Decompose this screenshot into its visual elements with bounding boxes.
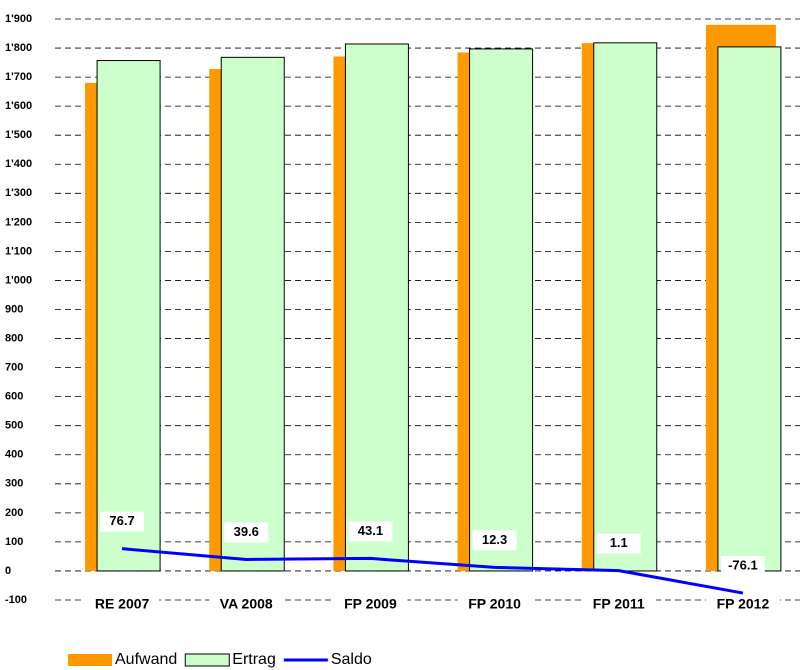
bar [469,48,534,572]
legend-label: Aufwand [115,651,177,668]
legend-swatch [184,653,230,667]
y-tick-label: 500 [5,420,23,432]
data-label: -76.1 [728,557,758,572]
data-label: 39.6 [234,524,259,539]
y-tick-label: 100 [5,536,23,548]
y-tick-label: 1'500 [5,129,32,141]
y-tick-label: 1'800 [5,42,32,54]
y-tick-label: 300 [5,478,23,490]
y-tick-label: 600 [5,391,23,403]
line-series [121,547,744,595]
y-tick-label: 1'100 [5,245,32,257]
x-tick-label: FP 2012 [717,596,770,612]
y-tick-label: 1'000 [5,274,32,286]
x-tick-label: FP 2009 [344,596,397,612]
bar [344,43,409,572]
y-tick-label: 400 [5,449,23,461]
y-tick-label: 1'200 [5,216,32,228]
bar [96,60,161,572]
x-tick-label: FP 2010 [468,596,521,612]
y-tick-label: 700 [5,362,23,374]
y-tick-label: 900 [5,303,23,315]
x-tick-label: FP 2011 [593,596,645,612]
data-label: 12.3 [482,532,507,547]
legend-label: Saldo [331,651,372,668]
x-label-bg [85,596,160,614]
y-tick-label: 1'900 [5,13,32,25]
y-tick-label: -100 [5,594,27,606]
bar [593,42,658,572]
x-label-bg [581,596,656,614]
x-tick-label: VA 2008 [220,596,273,612]
data-label: 1.1 [610,535,628,550]
data-label: 76.7 [109,513,134,528]
y-tick-label: 800 [5,332,23,344]
y-tick-label: 1'600 [5,100,32,112]
y-tick-label: 1'300 [5,187,32,199]
y-tick-label: 200 [5,507,23,519]
y-tick-label: 1'700 [5,71,32,83]
x-label-bg [209,596,284,614]
x-label-bg [705,596,780,614]
label-bg [224,522,269,543]
label-bg [596,533,641,554]
x-label-bg [457,596,532,614]
y-tick-label: 1'400 [5,158,32,170]
label-bg [472,530,517,551]
x-tick-label: RE 2007 [95,596,150,612]
bar [220,56,285,572]
x-label-bg [333,596,408,614]
bar [717,46,782,572]
label-bg [720,556,765,577]
label-bg [100,511,145,532]
y-tick-label: 0 [5,565,11,577]
legend-label: Ertrag [232,651,276,668]
data-label: 43.1 [358,523,383,538]
label-bg [348,521,393,542]
legend-swatch [68,654,112,666]
